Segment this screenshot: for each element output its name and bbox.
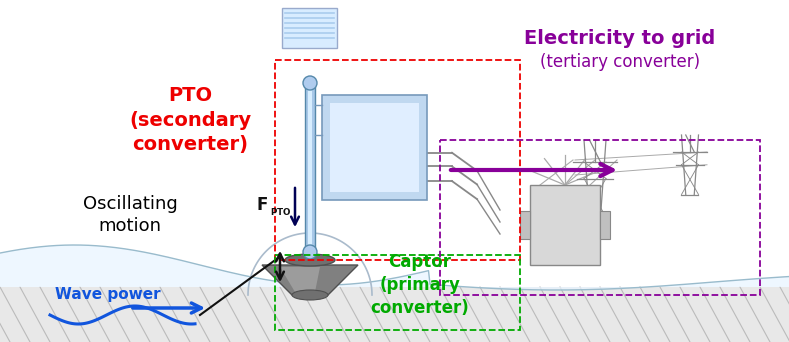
Bar [530,185,600,265]
Text: Wave power: Wave power [55,288,161,303]
Bar [330,103,419,192]
Ellipse shape [292,290,328,300]
Bar [440,140,760,295]
Bar [600,211,610,239]
Polygon shape [280,267,320,292]
Ellipse shape [303,76,317,90]
Text: Oscillating
motion: Oscillating motion [83,195,178,235]
Text: PTO
(secondary
converter): PTO (secondary converter) [129,86,251,154]
Bar [308,87,312,250]
Text: Captor
(primary
converter): Captor (primary converter) [371,253,469,317]
Polygon shape [0,287,789,342]
Ellipse shape [303,245,317,259]
Text: Electricity to grid: Electricity to grid [525,28,716,48]
Text: (tertiary converter): (tertiary converter) [540,53,700,71]
Bar [520,211,530,239]
Bar [305,87,315,250]
Bar [322,95,427,200]
Bar [282,8,338,48]
Bar [275,60,520,260]
Polygon shape [262,265,358,295]
Text: $\mathbf{F}$: $\mathbf{F}$ [256,196,268,214]
Bar [275,255,520,330]
Text: $\mathbf{_{PTO}}$: $\mathbf{_{PTO}}$ [270,206,291,219]
Ellipse shape [285,254,335,266]
Polygon shape [0,245,789,290]
